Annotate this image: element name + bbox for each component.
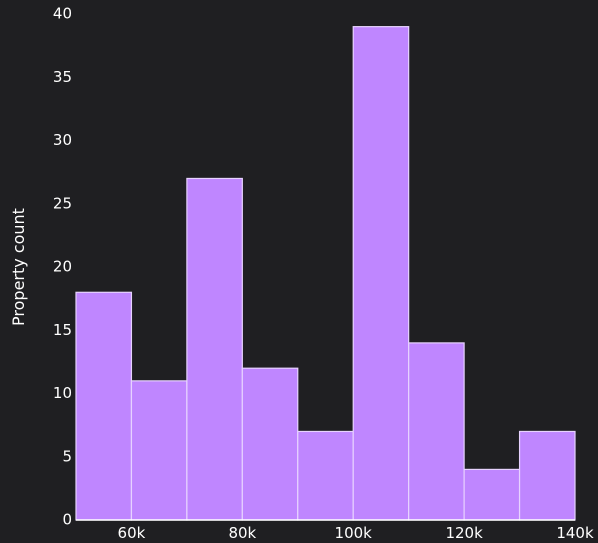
y-tick-label: 10 [53,384,72,402]
histogram-bar[interactable] [75,291,133,521]
y-tick-label: 0 [62,511,72,529]
histogram-bar[interactable] [408,342,465,521]
histogram-bar[interactable] [241,367,299,521]
y-axis-title: Property count [9,208,28,326]
x-axis-ticks: 60k 80k 100k 120k 140k [118,524,594,542]
x-tick-label: 120k [445,524,483,542]
x-tick-label: 60k [118,524,146,542]
x-tick-label: 80k [228,524,256,542]
y-tick-label: 20 [53,258,72,276]
histogram-bar[interactable] [463,468,521,521]
y-tick-label: 40 [53,5,72,23]
histogram-bar[interactable] [186,177,243,521]
histogram-bar[interactable] [130,380,188,521]
y-axis-ticks: 0 5 10 15 20 25 30 35 40 [53,5,72,529]
y-tick-label: 15 [53,321,72,339]
histogram-bars [75,26,576,521]
histogram-bar[interactable] [518,430,576,521]
y-tick-label: 30 [53,131,72,149]
x-tick-label: 100k [335,524,373,542]
y-tick-label: 35 [53,68,72,86]
histogram-bar[interactable] [297,430,354,521]
y-tick-label: 5 [62,447,72,465]
x-tick-label: 140k [556,524,594,542]
y-tick-label: 25 [53,194,72,212]
histogram-bar[interactable] [352,26,410,521]
